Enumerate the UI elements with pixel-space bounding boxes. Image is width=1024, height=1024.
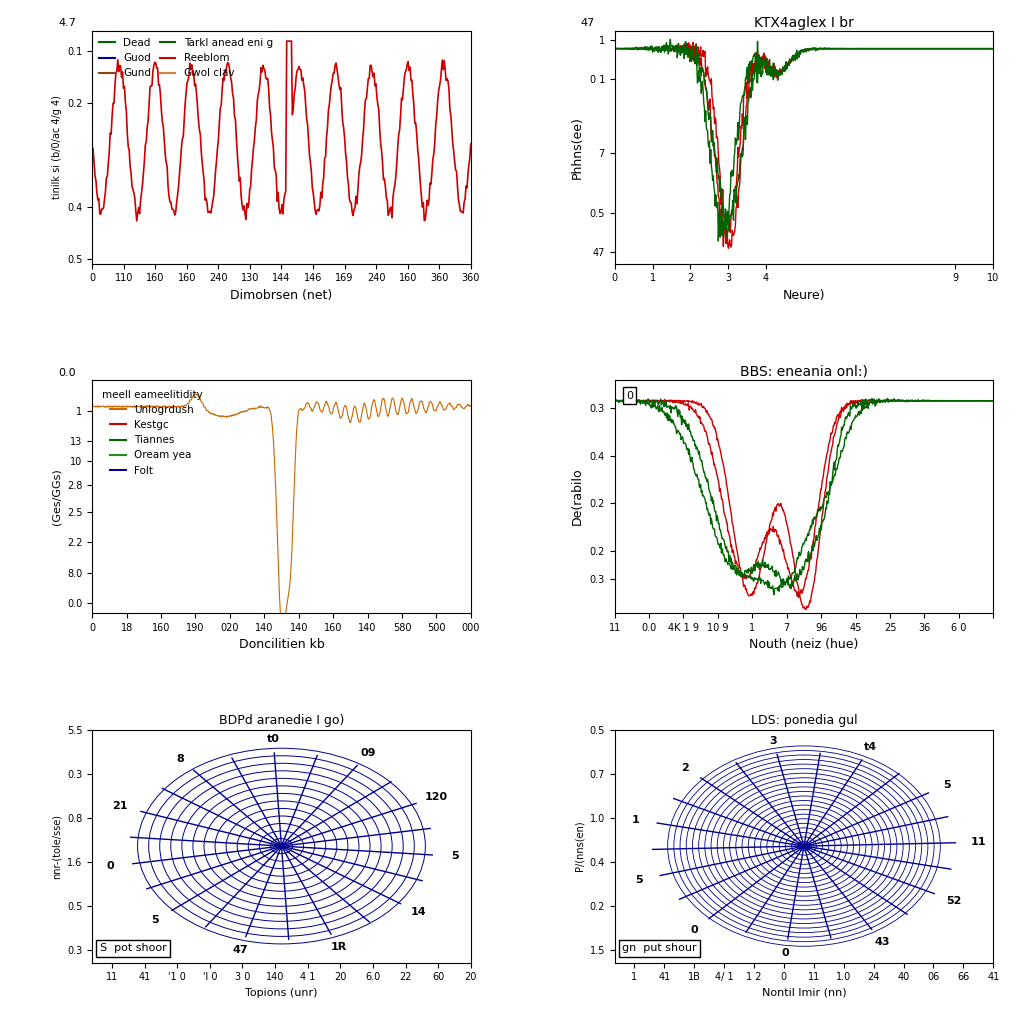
Text: 47: 47 <box>232 945 248 955</box>
Text: 43: 43 <box>874 937 890 947</box>
Text: 21: 21 <box>112 801 128 811</box>
Text: gn  put shour: gn put shour <box>623 943 697 953</box>
Text: 3: 3 <box>769 735 777 745</box>
Text: 5: 5 <box>152 915 160 925</box>
Text: 5: 5 <box>943 780 951 790</box>
Y-axis label: De(rabilo: De(rabilo <box>571 468 584 525</box>
Text: t0: t0 <box>266 734 280 744</box>
Legend: Unlogrdush, Kestgc, Tiannes, Oream yea, Folt: Unlogrdush, Kestgc, Tiannes, Oream yea, … <box>97 385 207 479</box>
Text: 52: 52 <box>946 896 962 906</box>
Text: 5: 5 <box>451 851 459 861</box>
Text: t4: t4 <box>864 742 878 752</box>
Text: 11: 11 <box>971 838 986 847</box>
Text: 14: 14 <box>411 907 426 918</box>
Text: 09: 09 <box>360 749 376 759</box>
Title: KTX4aglex I br: KTX4aglex I br <box>754 15 854 30</box>
Text: 120: 120 <box>425 792 447 802</box>
Text: 0: 0 <box>691 925 698 935</box>
X-axis label: Topions (unr): Topions (unr) <box>245 988 317 997</box>
Title: LDS: ponedia gul: LDS: ponedia gul <box>751 714 857 727</box>
Text: 0: 0 <box>106 861 115 871</box>
Text: 0: 0 <box>781 947 790 957</box>
Y-axis label: nnr-(tole/sse): nnr-(tole/sse) <box>51 814 61 879</box>
Text: 8: 8 <box>176 754 184 764</box>
Y-axis label: (Ges/GGs): (Ges/GGs) <box>51 468 61 525</box>
Text: 47: 47 <box>581 18 595 29</box>
Y-axis label: P/(nns(en): P/(nns(en) <box>574 821 584 871</box>
X-axis label: Doncilitien kb: Doncilitien kb <box>239 638 325 651</box>
Text: 1: 1 <box>632 814 639 824</box>
Title: BBS: eneania onl:): BBS: eneania onl:) <box>740 365 868 379</box>
Title: BDPd aranedie I go): BDPd aranedie I go) <box>219 714 344 727</box>
Y-axis label: tinilk si (b/0/ac 4/g 4): tinilk si (b/0/ac 4/g 4) <box>51 95 61 199</box>
Text: 0: 0 <box>626 391 633 400</box>
Text: 5: 5 <box>635 874 642 885</box>
Text: 4.7: 4.7 <box>58 18 76 29</box>
Text: 1R: 1R <box>331 942 346 952</box>
Legend: Dead, Guod, Gund, Tarkl anead eni g, Reeblom, Gwol clav: Dead, Guod, Gund, Tarkl anead eni g, Ree… <box>97 36 274 81</box>
Text: 0.0: 0.0 <box>58 368 76 378</box>
X-axis label: Nouth (neiz (hue): Nouth (neiz (hue) <box>750 638 859 651</box>
Text: S  pot shoor: S pot shoor <box>99 943 167 953</box>
Y-axis label: Phhns(ee): Phhns(ee) <box>571 116 584 178</box>
Text: 2: 2 <box>681 763 689 773</box>
X-axis label: Nontil lmir (nn): Nontil lmir (nn) <box>762 988 846 997</box>
X-axis label: Neure): Neure) <box>782 289 825 302</box>
X-axis label: Dimobrsen (net): Dimobrsen (net) <box>230 289 333 302</box>
